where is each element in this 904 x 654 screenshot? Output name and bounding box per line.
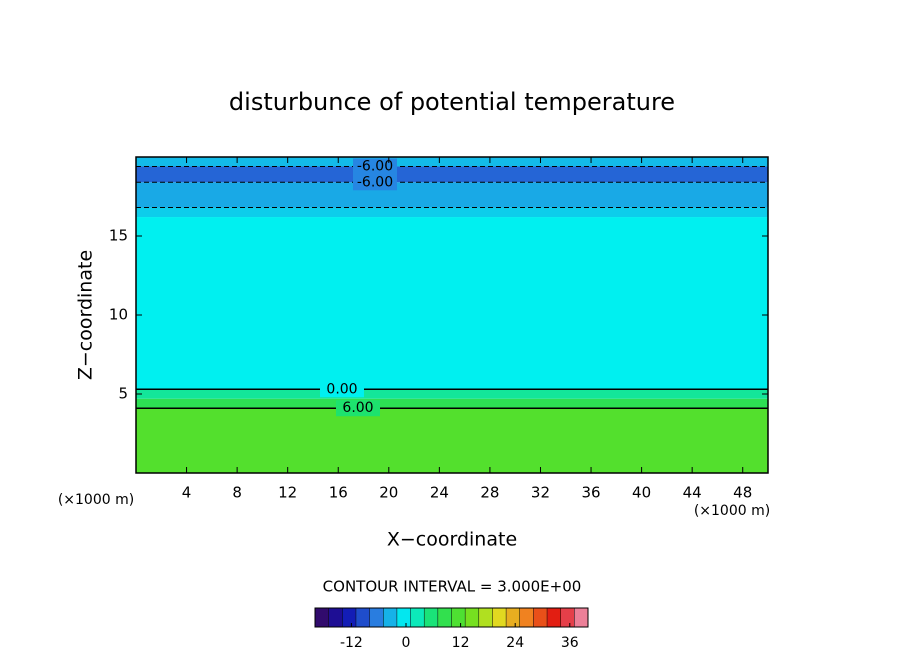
colorbar-tick-label: 0 [402, 635, 411, 651]
colorbar-band [369, 608, 384, 627]
colorbar-tick-label: 36 [561, 635, 579, 651]
field-band [136, 398, 768, 409]
colorbar-band [437, 608, 452, 627]
field-band [136, 207, 768, 218]
contour-label: 6.00 [342, 400, 373, 416]
field-band [136, 157, 768, 167]
x-tick-label: 32 [531, 484, 550, 502]
contour-label: -6.00 [357, 174, 393, 190]
contour-interval: CONTOUR INTERVAL = 3.000E+00 [323, 578, 582, 596]
x-axis-label: X−coordinate [387, 529, 517, 551]
colorbar-tick-label: 24 [506, 635, 524, 651]
colorbar-band [424, 608, 438, 627]
x-tick-label: 40 [632, 484, 651, 502]
x-tick-label: 36 [581, 484, 600, 502]
colorbar-band [342, 608, 356, 627]
x-tick-label: 20 [379, 484, 398, 502]
x-tick-label: 28 [480, 484, 499, 502]
y-axis-label: Z−coordinate [75, 250, 97, 380]
colorbar-tick-label: -12 [340, 635, 363, 651]
colorbar-band [451, 608, 466, 627]
colorbar-band [478, 608, 493, 627]
field-band [136, 408, 768, 473]
colorbar-band [328, 608, 343, 627]
contour-label-bg [353, 174, 397, 191]
colorbar-band [560, 608, 575, 627]
colorbar-band [396, 608, 411, 627]
field-band [136, 166, 768, 183]
x-tick-label: 16 [329, 484, 348, 502]
colorbar-band [315, 608, 329, 627]
x-tick-label: 12 [278, 484, 297, 502]
y-tick-label: 10 [109, 306, 128, 324]
colorbar-band [410, 608, 425, 627]
x-tick-label: 24 [430, 484, 449, 502]
colorbar-band [465, 608, 479, 627]
x-tick-label: 8 [232, 484, 242, 502]
y-unit-label: (×1000 m) [58, 492, 134, 508]
x-unit-label: (×1000 m) [694, 503, 770, 519]
colorbar-band [547, 608, 561, 627]
field-band [136, 182, 768, 208]
contour-label-bg [320, 381, 364, 398]
colorbar-tick-label: 12 [452, 635, 470, 651]
contour-label: 0.00 [326, 381, 357, 397]
colorbar-band [506, 608, 520, 627]
field-band [136, 217, 768, 390]
colorbar-band [492, 608, 507, 627]
colorbar-band [519, 608, 534, 627]
colorbar-band [533, 608, 548, 627]
x-tick-label: 4 [182, 484, 192, 502]
contour-label-bg [353, 158, 397, 175]
y-tick-label: 5 [118, 385, 128, 403]
chart-title: disturbunce of potential temperature [229, 88, 675, 116]
contour-label: -6.00 [357, 158, 393, 174]
x-tick-label: 48 [733, 484, 752, 502]
colorbar-frame [314, 607, 589, 628]
y-tick-label: 15 [109, 227, 128, 245]
x-tick-label: 44 [683, 484, 702, 502]
contour-label-bg [336, 400, 380, 417]
colorbar-band [574, 608, 588, 627]
colorbar-band [355, 608, 370, 627]
colorbar-band [383, 608, 397, 627]
field-band [136, 389, 768, 399]
